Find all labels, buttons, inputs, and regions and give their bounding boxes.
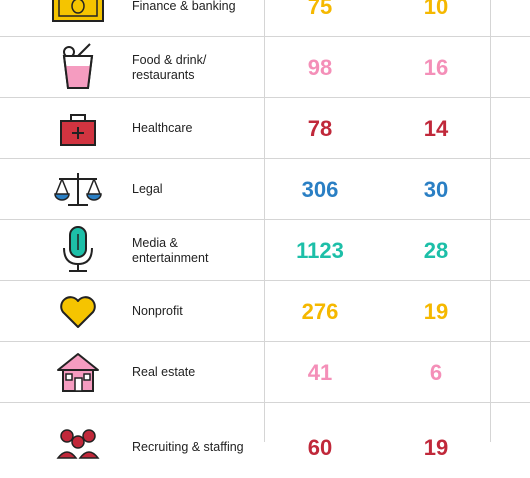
row-label: Legal — [132, 182, 163, 196]
row-value-2: 16 — [423, 54, 449, 80]
industry-table: Finance & banking 75 10 Food & drink/ re… — [0, 0, 530, 460]
row-value-1: 98 — [307, 54, 333, 80]
microphone-icon — [50, 224, 106, 274]
row-value-2: 6 — [429, 359, 443, 385]
medical-kit-icon — [50, 104, 106, 154]
column-divider — [264, 0, 265, 442]
row-value-2: 10 — [423, 0, 449, 19]
table-row: Finance & banking 75 10 — [0, 0, 530, 37]
table-row: Real estate 41 6 — [0, 342, 530, 403]
row-value-1: 60 — [307, 434, 333, 460]
row-label: Food & drink/ restaurants — [132, 52, 207, 82]
row-value-1: 306 — [301, 176, 339, 202]
row-label: Recruiting & staffing — [132, 440, 244, 454]
row-value-2: 14 — [423, 115, 449, 141]
row-label: Finance & banking — [132, 0, 236, 13]
drink-icon — [50, 42, 106, 92]
table-row: Food & drink/ restaurants 98 16 — [0, 37, 530, 98]
row-value-1: 78 — [307, 115, 333, 141]
column-divider — [490, 0, 491, 442]
row-value-1: 41 — [307, 359, 333, 385]
row-value-2: 28 — [423, 237, 449, 263]
table-row: Legal 306 30 — [0, 159, 530, 220]
people-icon — [50, 417, 106, 467]
table-row: Nonprofit 276 19 — [0, 281, 530, 342]
money-icon — [50, 0, 106, 32]
row-value-1: 276 — [301, 298, 339, 324]
row-label: Healthcare — [132, 121, 193, 135]
row-label: Nonprofit — [132, 304, 183, 318]
row-value-1: 1123 — [296, 237, 344, 263]
house-icon — [50, 347, 106, 397]
row-value-2: 19 — [423, 298, 449, 324]
table-row: Healthcare 78 14 — [0, 98, 530, 159]
scales-icon — [50, 165, 106, 215]
row-label: Real estate — [132, 365, 196, 379]
table-row: Recruiting & staffing 60 19 — [0, 403, 530, 464]
row-value-1: 75 — [307, 0, 333, 19]
table-row: Media & entertainment 1123 28 — [0, 220, 530, 281]
heart-icon — [50, 287, 106, 337]
row-label: Media & entertainment — [132, 235, 209, 265]
row-value-2: 30 — [423, 176, 449, 202]
row-value-2: 19 — [423, 434, 449, 460]
